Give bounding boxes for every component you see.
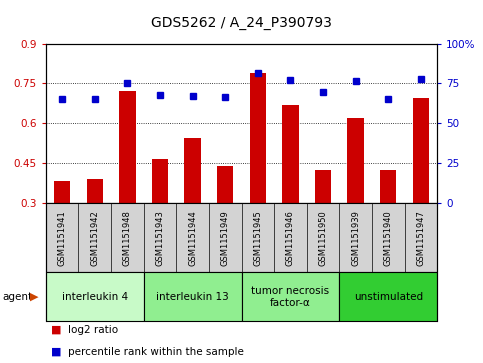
Text: GSM1151943: GSM1151943 [156, 210, 165, 266]
Text: GSM1151950: GSM1151950 [318, 210, 327, 266]
Text: GSM1151939: GSM1151939 [351, 210, 360, 266]
Bar [380, 170, 397, 203]
Text: GSM1151947: GSM1151947 [416, 210, 426, 266]
Text: GDS5262 / A_24_P390793: GDS5262 / A_24_P390793 [151, 16, 332, 30]
Bar [217, 166, 233, 203]
Bar [412, 98, 429, 203]
Bar [86, 179, 103, 203]
Text: GSM1151940: GSM1151940 [384, 210, 393, 266]
Bar [54, 181, 71, 203]
Text: GSM1151944: GSM1151944 [188, 210, 197, 266]
Text: interleukin 13: interleukin 13 [156, 292, 229, 302]
Text: ■: ■ [51, 325, 61, 335]
Text: GSM1151946: GSM1151946 [286, 210, 295, 266]
Text: GSM1151945: GSM1151945 [253, 210, 262, 266]
Text: GSM1151942: GSM1151942 [90, 210, 99, 266]
Text: ■: ■ [51, 347, 61, 357]
Bar [119, 91, 136, 203]
Bar [185, 138, 201, 203]
Text: ▶: ▶ [30, 292, 39, 302]
Text: GSM1151948: GSM1151948 [123, 210, 132, 266]
Text: interleukin 4: interleukin 4 [62, 292, 128, 302]
Text: unstimulated: unstimulated [354, 292, 423, 302]
Bar [282, 105, 298, 203]
Bar [315, 170, 331, 203]
Text: percentile rank within the sample: percentile rank within the sample [68, 347, 243, 357]
Text: GSM1151941: GSM1151941 [57, 210, 67, 266]
Text: agent: agent [2, 292, 32, 302]
Text: tumor necrosis
factor-α: tumor necrosis factor-α [251, 286, 329, 307]
Bar [250, 73, 266, 203]
Bar [152, 159, 168, 203]
Text: GSM1151949: GSM1151949 [221, 210, 230, 266]
Text: log2 ratio: log2 ratio [68, 325, 118, 335]
Bar [347, 118, 364, 203]
